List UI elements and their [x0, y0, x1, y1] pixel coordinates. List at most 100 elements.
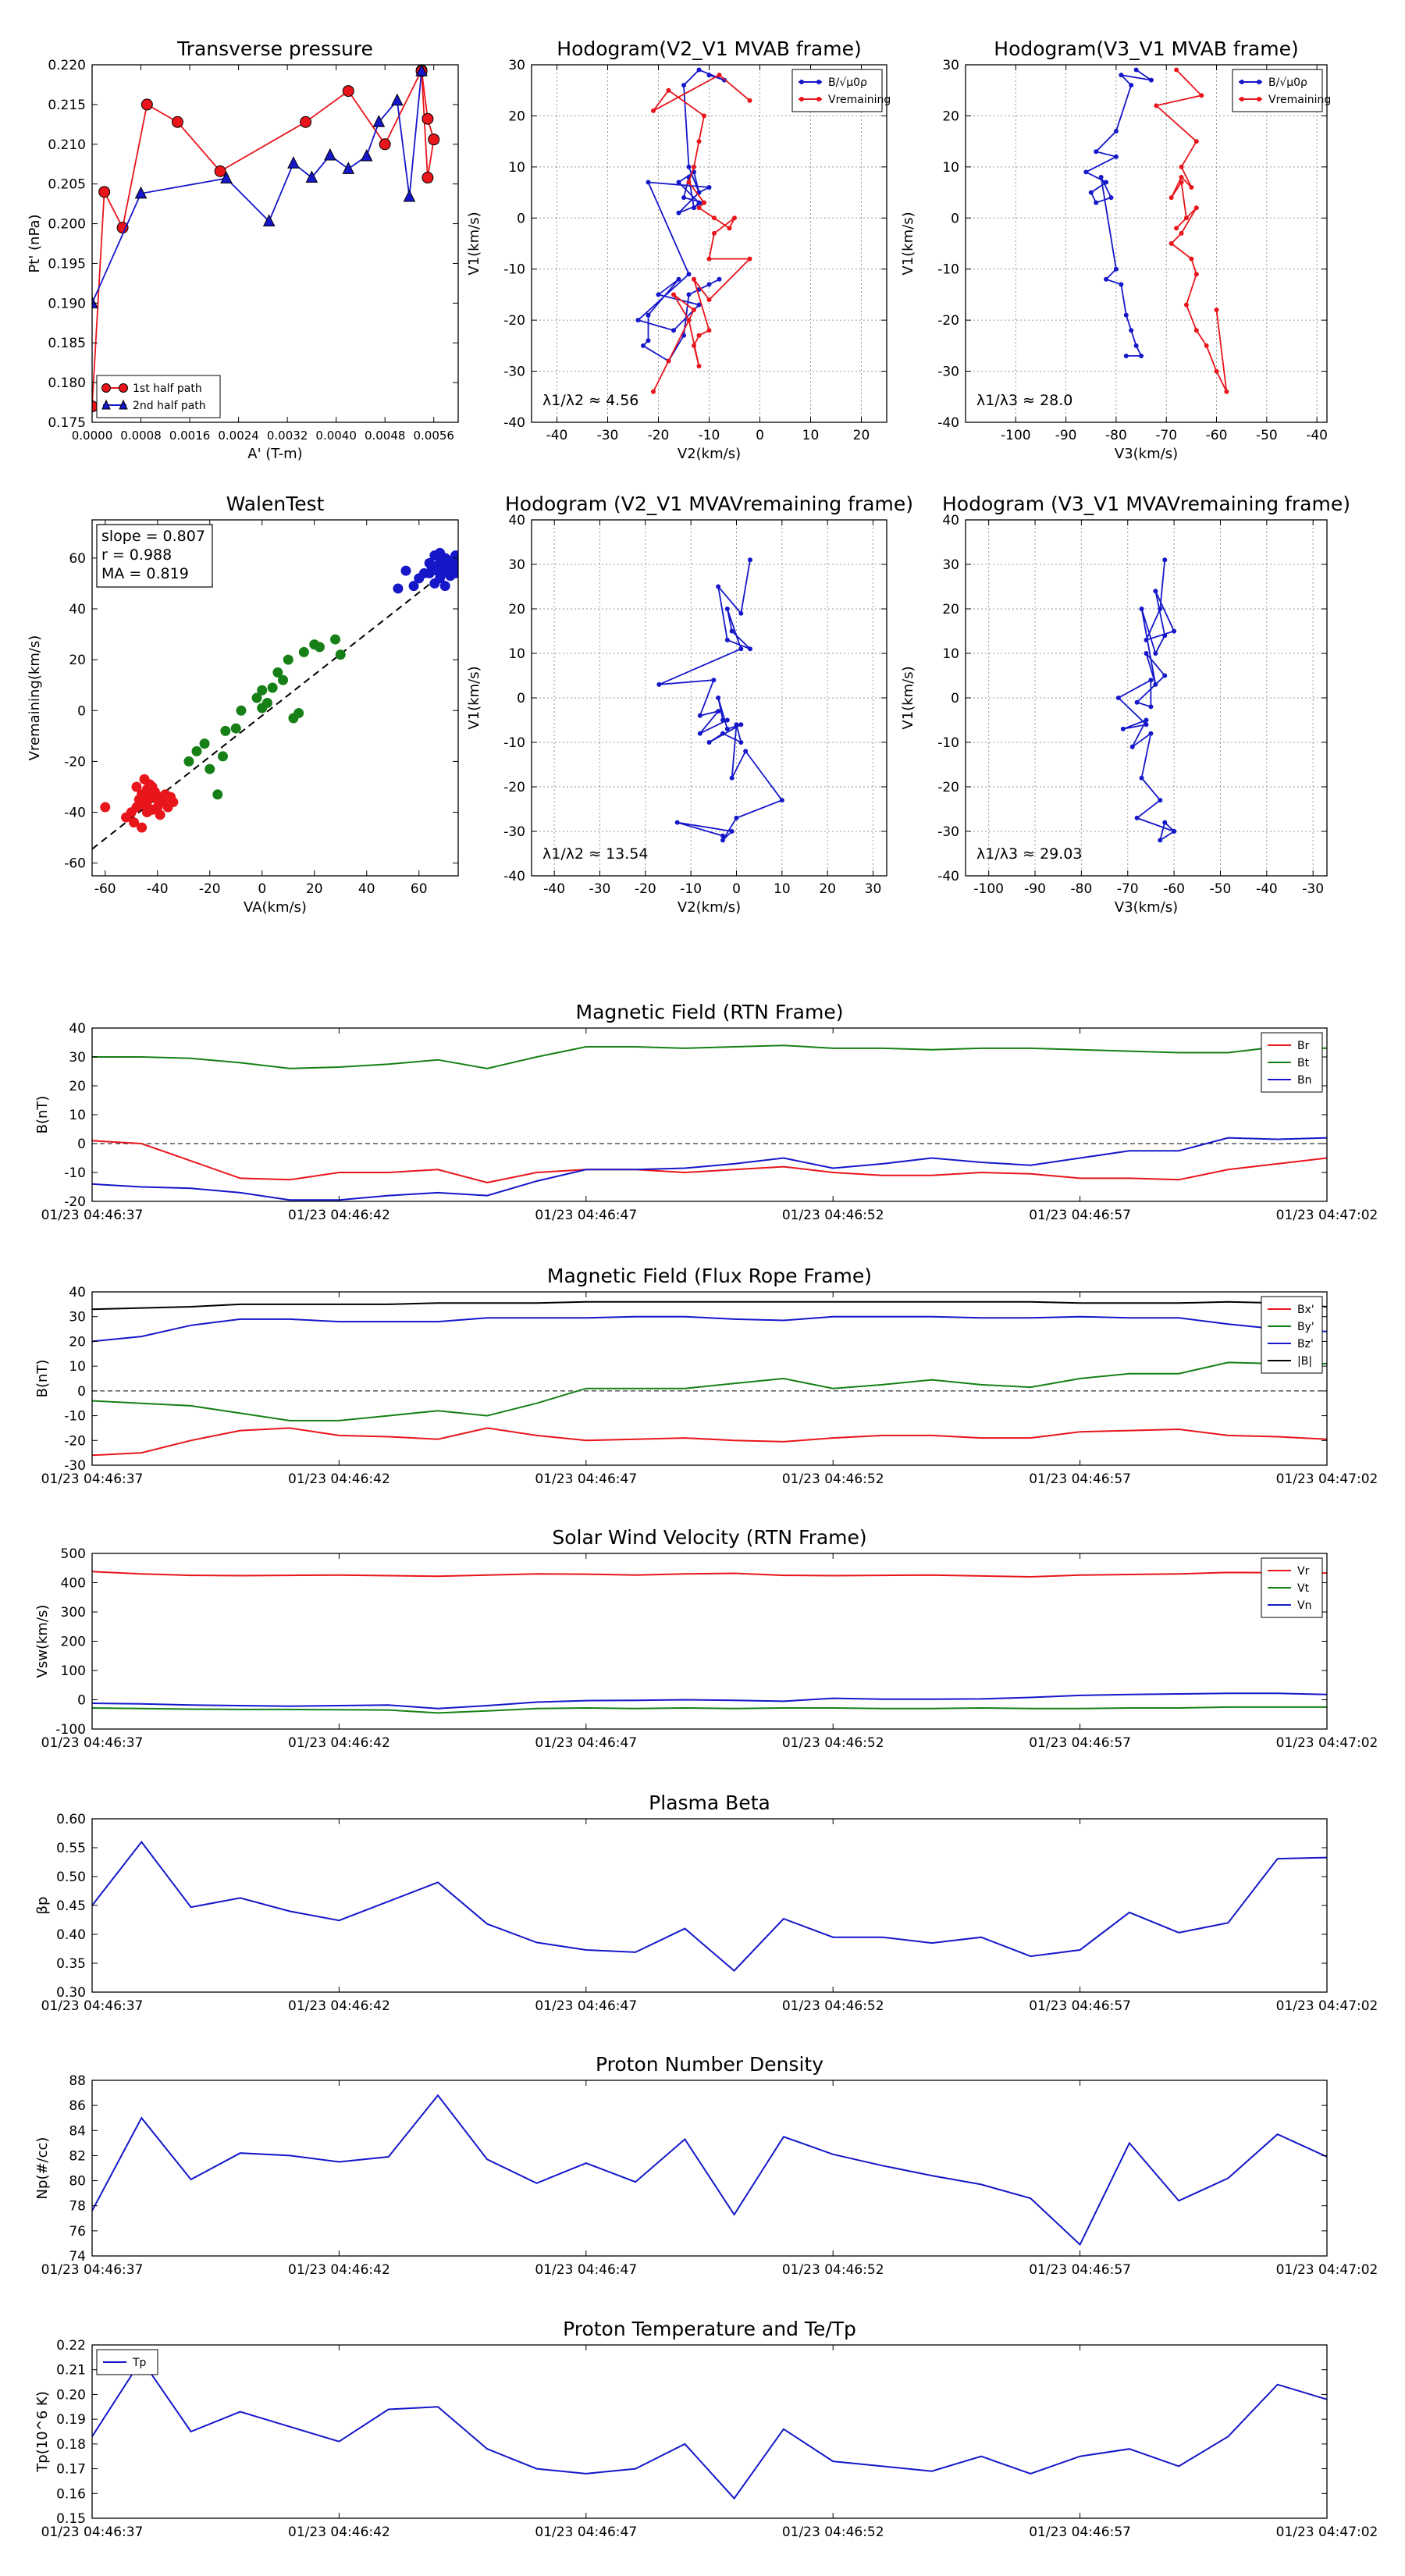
- ratio-annotation: λ1/λ2 ≈ 13.54: [542, 845, 648, 863]
- data-point: [686, 164, 692, 169]
- data-point: [261, 698, 272, 709]
- y-tick-label: 0.215: [48, 98, 86, 113]
- data-point: [727, 226, 732, 231]
- series-line: [92, 1137, 1327, 1201]
- ma-label: MA = 0.819: [101, 565, 189, 582]
- x-tick-label: 0.0008: [120, 429, 162, 443]
- y-tick-label: 30: [69, 1050, 86, 1066]
- data-point: [1193, 328, 1199, 333]
- fit-line: [91, 560, 459, 850]
- series-series-1: [183, 634, 346, 800]
- data-point: [702, 200, 706, 205]
- x-tick-label: 01/23 04:46:42: [288, 2262, 390, 2278]
- y-tick-label: 10: [508, 646, 525, 662]
- data-point: [214, 165, 226, 177]
- y-tick-label: -30: [503, 824, 525, 840]
- r-label: r = 0.988: [101, 546, 172, 564]
- chart-title: Proton Number Density: [596, 2053, 823, 2076]
- data-point: [706, 73, 712, 78]
- y-tick-label: 30: [942, 58, 959, 73]
- data-point: [686, 318, 692, 323]
- x-tick-label: 0.0024: [218, 429, 259, 443]
- slope-label: slope = 0.807: [101, 528, 205, 545]
- series-Tp: [92, 2358, 1327, 2500]
- x-tick-label: 01/23 04:47:02: [1276, 2524, 1378, 2540]
- data-point: [415, 65, 428, 76]
- x-tick-label: -90: [1024, 881, 1046, 897]
- legend-label: Vr: [1297, 1565, 1310, 1578]
- legend-marker: [119, 399, 128, 410]
- data-point: [724, 717, 730, 723]
- x-tick-label: -70: [1155, 428, 1177, 443]
- x-tick-label: -60: [1206, 428, 1228, 443]
- y-tick-label: -10: [64, 1409, 86, 1425]
- y-tick-label: 0: [517, 211, 525, 226]
- data-point: [199, 738, 210, 749]
- y-tick-label: 10: [69, 1108, 86, 1123]
- data-point: [236, 705, 247, 716]
- data-point: [372, 115, 386, 127]
- data-point: [696, 67, 702, 73]
- data-point: [391, 93, 404, 106]
- y-tick-label: 0.185: [48, 336, 86, 351]
- data-point: [1174, 226, 1179, 231]
- data-point: [748, 646, 752, 652]
- y-tick-label: 0: [951, 691, 959, 706]
- y-tick-label: -10: [937, 735, 959, 751]
- y-tick-label: 86: [69, 2098, 86, 2114]
- data-point: [1199, 93, 1204, 98]
- data-point: [1088, 190, 1094, 195]
- series-line: [658, 560, 784, 841]
- data-point: [676, 210, 681, 215]
- data-point: [692, 308, 696, 313]
- chart-title: Magnetic Field (Flux Rope Frame): [547, 1265, 872, 1287]
- legend-marker: [799, 97, 804, 101]
- data-point: [720, 731, 725, 736]
- y-axis-label: Vsw(km/s): [34, 1605, 51, 1678]
- data-point: [716, 696, 721, 700]
- data-point: [1224, 389, 1229, 394]
- data-point: [697, 731, 702, 736]
- y-tick-label: 40: [69, 1021, 86, 1037]
- chart-hodogram_v2v1_mvab: -40 -30 -20 -10 0 10 20 -40 -30 -20 -10 0 10 20 30 Hodo…: [466, 37, 891, 462]
- data-point: [1168, 241, 1174, 246]
- data-point: [732, 215, 737, 221]
- series-Vremaining: [651, 73, 752, 394]
- y-tick-label: 0.180: [48, 375, 86, 391]
- y-tick-label: 100: [61, 1663, 86, 1679]
- data-point: [1094, 200, 1099, 205]
- data-point: [1133, 343, 1139, 348]
- y-tick-label: 0.19: [56, 2412, 86, 2428]
- data-point: [1113, 266, 1119, 272]
- x-tick-label: 01/23 04:47:02: [1276, 1998, 1378, 2014]
- y-tick-label: 40: [69, 1285, 86, 1300]
- data-point: [666, 87, 671, 93]
- series-Vr: [92, 1571, 1327, 1578]
- y-axis-label: B(nT): [34, 1096, 51, 1134]
- data-point: [1179, 174, 1184, 180]
- x-tick-label: -40: [147, 881, 169, 897]
- data-point: [305, 170, 318, 183]
- series-series-0: [92, 1840, 1327, 1972]
- data-point: [696, 302, 702, 308]
- y-tick-label: 20: [508, 109, 525, 124]
- data-point: [1162, 820, 1168, 825]
- y-tick-label: 0.45: [56, 1898, 86, 1914]
- data-point: [641, 343, 646, 348]
- data-point: [278, 674, 289, 685]
- x-tick-label: -30: [1302, 881, 1324, 897]
- series-line: [1154, 69, 1228, 393]
- data-point: [220, 725, 231, 736]
- data-point: [131, 802, 142, 813]
- data-point: [1204, 343, 1209, 348]
- data-point: [218, 751, 228, 762]
- data-point: [1183, 215, 1189, 221]
- series-2nd half path: [92, 65, 428, 308]
- data-point: [1148, 731, 1154, 736]
- data-point: [1098, 174, 1104, 180]
- data-point: [272, 667, 283, 678]
- data-point: [1172, 829, 1177, 834]
- data-point: [1134, 699, 1140, 705]
- x-tick-label: -50: [1256, 428, 1278, 443]
- plot-frame: [91, 519, 459, 877]
